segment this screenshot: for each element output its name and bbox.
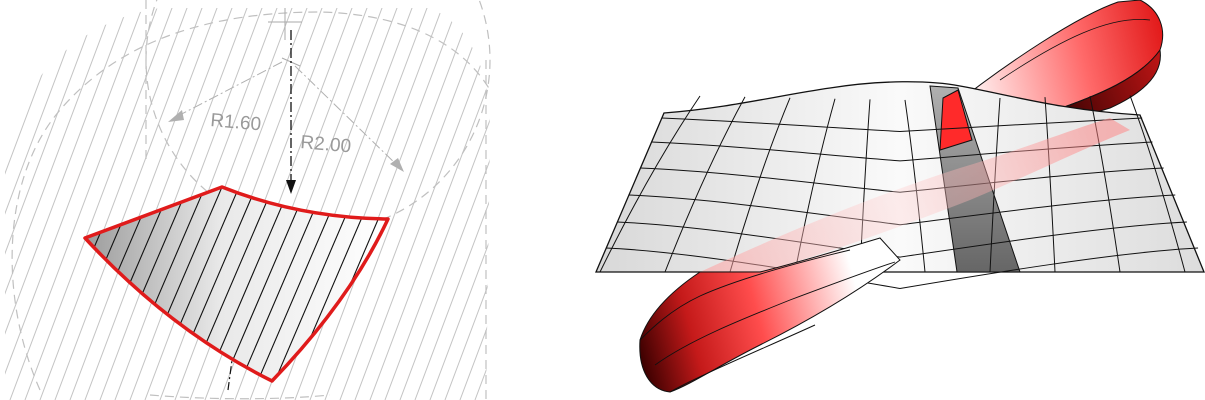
- cylinder-hatching: [5, 8, 491, 400]
- dimension-label-inner: R1.60: [210, 110, 262, 135]
- hatch-line: [84, 8, 236, 400]
- hatch-line: [474, 8, 491, 400]
- surface-red-cell: [939, 89, 973, 151]
- grid-ruling: [1044, 97, 1056, 273]
- hatch-line: [54, 8, 206, 400]
- hatch-line: [69, 8, 221, 400]
- ribbon-front: [639, 237, 901, 393]
- hatch-line: [354, 8, 491, 400]
- hatch-line: [5, 8, 101, 400]
- ruling-line: [390, 180, 480, 390]
- trimmed-patch: [0, 180, 548, 390]
- grid-ruling: [1129, 95, 1186, 273]
- grid-ruling: [1089, 96, 1121, 273]
- hatch-line: [5, 8, 146, 400]
- hatch-line: [5, 8, 11, 400]
- hatch-line: [399, 8, 491, 400]
- hatch-line: [39, 8, 191, 400]
- hatch-line: [459, 8, 491, 400]
- grid-curve: [617, 221, 1187, 258]
- ruling-line: [458, 180, 548, 390]
- ruling-line: [407, 180, 497, 390]
- hatch-line: [5, 8, 41, 400]
- ruling-line: [85, 187, 141, 381]
- hatch-line: [489, 8, 491, 400]
- hatch-line: [309, 8, 461, 400]
- grid-curve: [605, 247, 1199, 290]
- hatch-line: [5, 8, 26, 400]
- hatch-line: [294, 8, 446, 400]
- ruling-line: [219, 187, 311, 381]
- hatch-line: [444, 8, 491, 400]
- hatch-line: [324, 8, 476, 400]
- outer-circle-dashed: [11, 11, 491, 391]
- cylinder-construction: [5, 0, 491, 400]
- hatch-line: [99, 8, 251, 400]
- hatch-line: [339, 8, 491, 400]
- patch-boundary: [83, 185, 390, 383]
- ruling-line: [85, 187, 124, 381]
- ruling-line: [424, 180, 514, 390]
- grid-ruling: [904, 99, 926, 273]
- hatch-line: [5, 8, 116, 400]
- hatch-line: [5, 8, 131, 400]
- dimension-label-outer: R2.00: [300, 132, 352, 157]
- bottom-arc-dashed: [149, 394, 331, 400]
- ruled-surface: [595, 81, 1205, 290]
- ruling-line: [85, 187, 107, 381]
- axis-arrowhead: [286, 180, 296, 194]
- dimension-r-outer: [294, 65, 404, 172]
- ruling-line: [372, 187, 388, 381]
- ruling-line: [236, 187, 328, 381]
- grid-ruling: [599, 95, 701, 273]
- surface-body: [595, 81, 1205, 273]
- hatch-line: [24, 8, 176, 400]
- grid-ruling: [664, 96, 746, 273]
- grid-curve: [661, 117, 1143, 133]
- grid-ruling: [729, 97, 791, 273]
- ribbon-ghost: [700, 118, 1130, 272]
- hatch-line: [369, 8, 491, 400]
- dimension-r-inner: [168, 61, 283, 122]
- hatch-line: [429, 8, 491, 400]
- hatch-line: [5, 8, 56, 400]
- hatch-line: [5, 8, 86, 400]
- hatch-line: [9, 8, 161, 400]
- hatch-line: [384, 8, 491, 400]
- ruling-line: [0, 180, 4, 390]
